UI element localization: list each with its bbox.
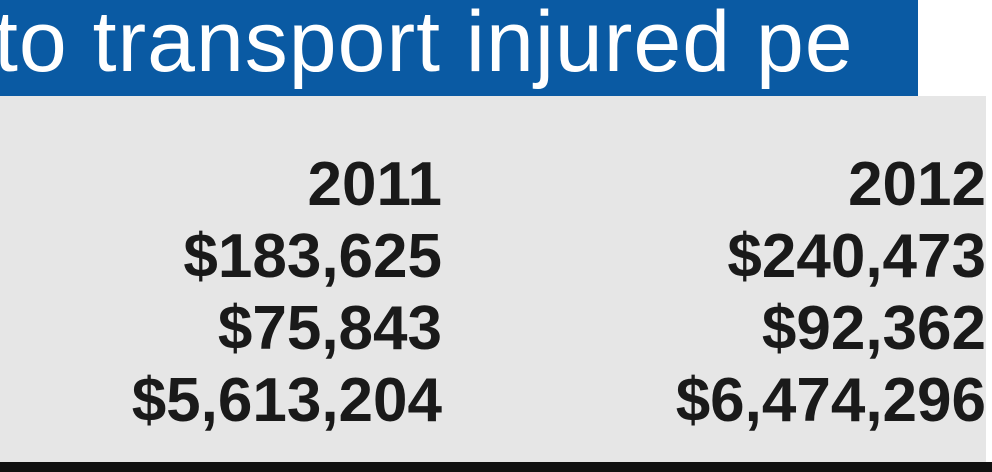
title-banner: to transport injured pe bbox=[0, 0, 918, 96]
table-panel bbox=[0, 96, 986, 462]
title: to transport injured pe bbox=[0, 0, 854, 90]
table-cell: $183,625 bbox=[183, 222, 442, 291]
table-cell: $6,474,296 bbox=[675, 366, 986, 435]
table-cell: $5,613,204 bbox=[131, 366, 442, 435]
column-header: 2011 bbox=[307, 150, 442, 219]
column-header: 2012 bbox=[848, 150, 986, 219]
table-cell: $92,362 bbox=[761, 294, 986, 363]
table-cell: $75,843 bbox=[217, 294, 442, 363]
bottom-rule bbox=[0, 462, 992, 472]
table-cell: $240,473 bbox=[727, 222, 986, 291]
